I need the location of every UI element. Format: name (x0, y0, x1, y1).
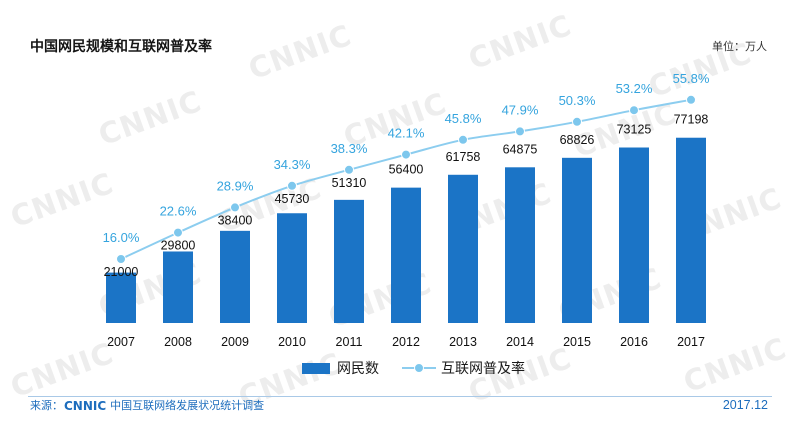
legend-marker-dot (414, 363, 424, 373)
source-label: 来源： (30, 400, 63, 412)
unit-label: 单位：万人 (712, 41, 767, 53)
bar-2016 (619, 147, 649, 323)
rate-point-2008 (173, 227, 183, 238)
bar-value-label-2015: 68826 (560, 133, 595, 147)
legend: 网民数 互联网普及率 (302, 360, 525, 376)
rate-label-2015: 50.3% (559, 93, 596, 108)
legend-item-penetration: 互联网普及率 (379, 360, 525, 376)
bar-value-label-2014: 64875 (503, 142, 538, 156)
rate-point-2013 (458, 134, 468, 145)
x-tick-label-2014: 2014 (506, 335, 534, 349)
x-tick-label-2007: 2007 (107, 335, 135, 349)
rate-label-2013: 45.8% (445, 111, 482, 126)
rate-series (116, 94, 696, 264)
bar-value-label-2016: 73125 (617, 123, 652, 137)
rate-point-2011 (344, 164, 354, 175)
rate-point-2017 (686, 94, 696, 105)
x-tick-label-2017: 2017 (677, 335, 705, 349)
bar-2017 (676, 137, 706, 323)
rate-point-2014 (515, 126, 525, 137)
bar-2013 (448, 174, 478, 323)
bar-value-label-2007: 21000 (104, 265, 139, 279)
x-tick-label-2012: 2012 (392, 335, 420, 349)
x-tick-label-2010: 2010 (278, 335, 306, 349)
rate-label-2016: 53.2% (616, 81, 653, 96)
bar-2015 (562, 157, 592, 323)
bar-2007 (106, 272, 136, 323)
rate-label-2017: 55.8% (673, 71, 710, 86)
rate-point-2010 (287, 180, 297, 191)
legend-label-netizens: 网民数 (337, 360, 379, 376)
rate-point-2015 (572, 116, 582, 127)
bar-value-label-2008: 29800 (161, 239, 196, 253)
bar-value-label-2010: 45730 (275, 192, 310, 206)
rate-point-2007 (116, 254, 126, 264)
rate-label-2010: 34.3% (274, 157, 311, 172)
footer-divider (28, 396, 772, 397)
x-axis-labels: 2007 2008 2009 2010 2011 2012 2013 2014 2015 2016… (107, 335, 705, 349)
rate-label-2009: 28.9% (217, 178, 254, 193)
x-tick-label-2016: 2016 (620, 335, 648, 349)
legend-bar-swatch (302, 362, 330, 374)
report-date: 2017.12 (722, 398, 768, 412)
survey-name: 中国互联网络发展状况统计调查 (110, 400, 265, 412)
legend-line-swatch (402, 363, 436, 373)
rate-label-2012: 42.1% (388, 126, 425, 141)
bar-value-label-2009: 38400 (218, 213, 253, 227)
bar-2012 (391, 187, 421, 323)
data-labels: 21000 29800 38400 45730 51310 56400 61758 64875… (103, 71, 710, 279)
x-tick-label-2011: 2011 (336, 335, 363, 349)
bar-2014 (505, 167, 535, 323)
cnnic-logo: CNNIC (64, 399, 107, 413)
bar-2011 (334, 199, 364, 323)
rate-label-2014: 47.9% (502, 102, 539, 117)
x-tick-label-2013: 2013 (449, 335, 477, 349)
bar-value-label-2012: 56400 (389, 163, 424, 177)
bar-value-label-2013: 61758 (446, 150, 481, 164)
rate-label-2007: 16.0% (103, 230, 140, 245)
bar-2008 (163, 251, 193, 323)
rate-point-2012 (401, 149, 411, 160)
bar-2009 (220, 230, 250, 323)
bar-value-label-2011: 51310 (332, 176, 367, 190)
legend-item-netizens: 网民数 (302, 360, 379, 376)
x-tick-label-2008: 2008 (164, 335, 192, 349)
rate-label-2008: 22.6% (160, 204, 197, 219)
legend-label-penetration: 互联网普及率 (441, 360, 525, 376)
rate-label-2011: 38.3% (331, 141, 368, 156)
bar-2010 (277, 213, 307, 323)
bar-series (106, 137, 706, 323)
rate-point-2016 (629, 105, 639, 116)
chart-title: 中国网民规模和互联网普及率 (30, 39, 212, 55)
rate-point-2009 (230, 202, 240, 213)
x-tick-label-2015: 2015 (563, 335, 591, 349)
bar-value-label-2017: 77198 (674, 113, 709, 127)
source-footer: 来源： CNNIC 中国互联网络发展状况统计调查 (30, 399, 264, 414)
x-tick-label-2009: 2009 (221, 335, 249, 349)
